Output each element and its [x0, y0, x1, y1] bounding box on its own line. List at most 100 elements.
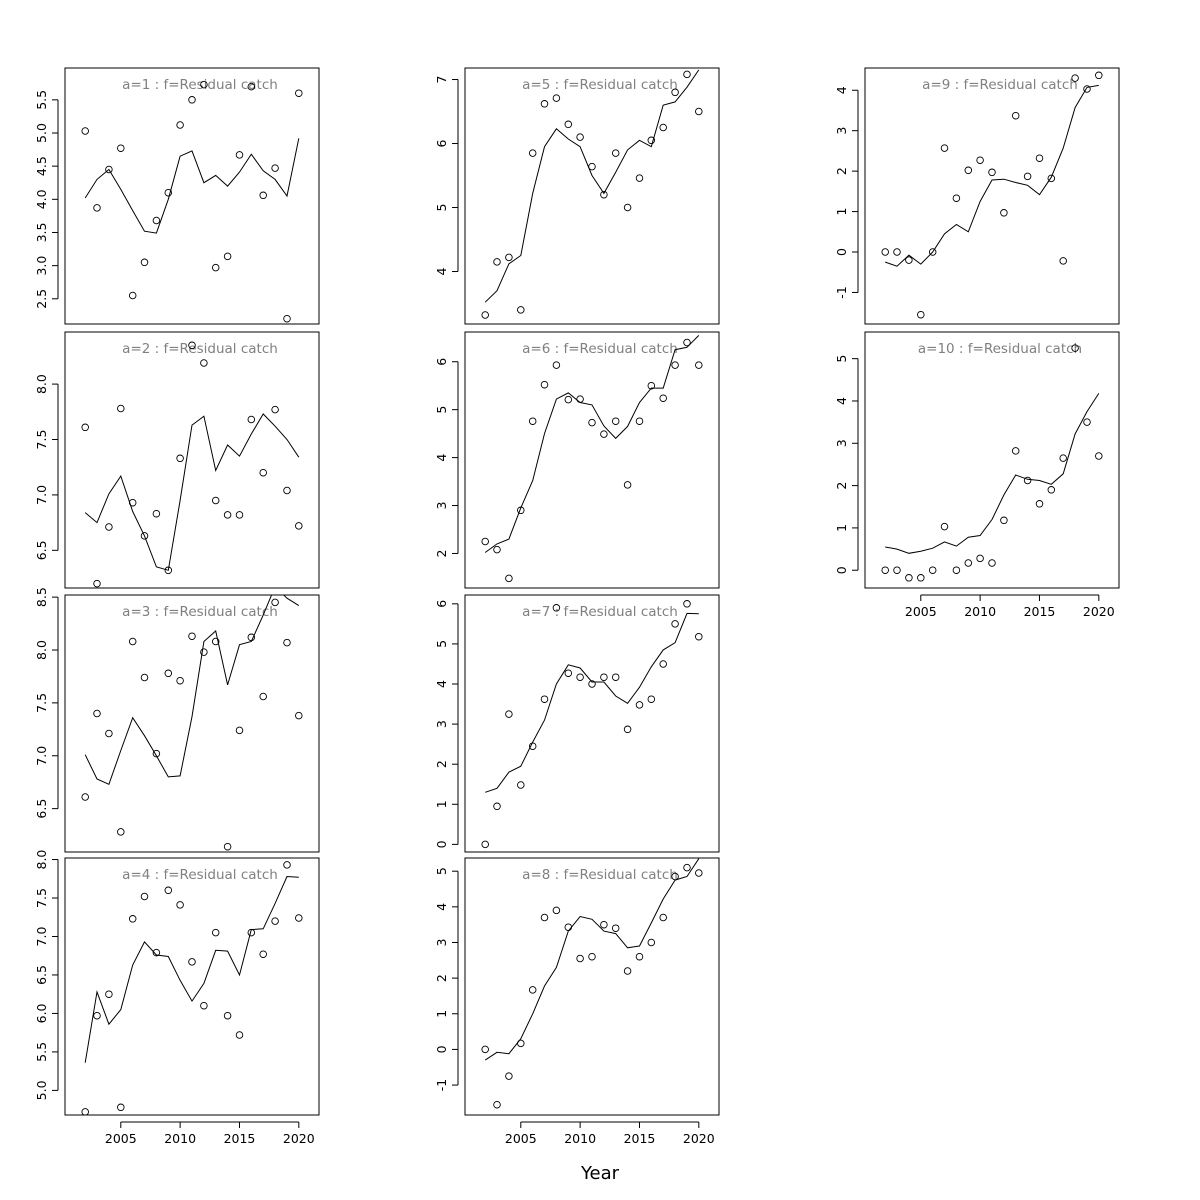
observed-point — [152, 509, 161, 518]
y-tick-label: 8.0 — [34, 640, 49, 660]
panel-a6: a=6 : f=Residual catch 2 3 4 5 6 — [434, 331, 720, 589]
panel-data — [81, 341, 303, 588]
y-tick-label: 7.5 — [34, 430, 49, 450]
observed-point — [481, 840, 489, 849]
panel-title: a=3 : f=Residual catch — [122, 604, 278, 620]
x-tick-label: 2010 — [964, 604, 996, 619]
fitted-series-line — [484, 858, 700, 1061]
observed-point — [635, 174, 644, 182]
y-tick-label: 5 — [834, 355, 849, 363]
observed-point — [493, 802, 501, 811]
observed-point — [881, 248, 889, 256]
observed-point — [1035, 500, 1044, 508]
observed-point — [200, 359, 208, 367]
observed-point — [611, 417, 620, 425]
observed-point — [647, 136, 656, 145]
observed-point — [1083, 85, 1091, 93]
y-tick-label: 3 — [434, 939, 449, 947]
observed-point — [505, 574, 513, 583]
observed-point — [623, 725, 632, 734]
observed-point — [1011, 111, 1020, 120]
observed-point — [600, 673, 608, 681]
observed-point — [93, 579, 101, 588]
fitted-series-line — [84, 413, 300, 571]
observed-point — [976, 156, 984, 164]
y-tick-label: 6 — [434, 358, 449, 366]
panel-a9: a=9 : f=Residual catch -1 0 1 2 3 4 — [834, 67, 1120, 325]
observed-point — [176, 901, 184, 909]
observed-point — [271, 164, 279, 172]
observed-point — [528, 986, 537, 994]
observed-point — [611, 149, 620, 157]
observed-point — [200, 648, 208, 656]
observed-point — [552, 604, 561, 612]
x-tick-label: 2005 — [505, 1131, 537, 1146]
y-tick-label: 4.5 — [34, 156, 49, 176]
fitted-series-line — [84, 875, 299, 1063]
observed-point — [188, 958, 196, 966]
observed-point — [600, 190, 608, 199]
y-tick-label: 6 — [434, 600, 449, 608]
observed-point — [988, 559, 996, 567]
y-tick-label: 6.5 — [34, 799, 49, 819]
observed-point — [964, 559, 973, 567]
observed-point — [588, 680, 596, 688]
observed-point — [1059, 454, 1067, 462]
observed-point — [671, 88, 679, 97]
panel-frame — [64, 331, 320, 589]
observed-point — [283, 486, 291, 495]
y-tick-label: 6.5 — [34, 540, 49, 560]
panel-frame — [464, 594, 720, 853]
observed-point — [528, 149, 537, 157]
observed-point — [105, 165, 113, 174]
observed-point — [647, 938, 656, 947]
observed-point — [259, 692, 267, 701]
panel-frame — [464, 331, 720, 589]
observed-point — [223, 511, 232, 519]
observed-point — [881, 566, 889, 574]
panel-title: a=1 : f=Residual catch — [122, 77, 278, 93]
observed-point — [659, 913, 667, 922]
observed-point — [128, 637, 137, 646]
observed-point — [259, 191, 267, 200]
observed-point — [952, 194, 961, 202]
observed-point — [81, 423, 89, 432]
observed-point — [93, 1011, 101, 1020]
y-tick-label: 0 — [834, 248, 849, 256]
y-tick-label: 3 — [834, 439, 849, 447]
observed-point — [128, 915, 137, 923]
x-tick-label: 2010 — [564, 1131, 596, 1146]
panel-frame — [464, 67, 720, 325]
y-tick-label: 1 — [834, 524, 849, 532]
y-tick-label: 6 — [434, 139, 449, 147]
observed-point — [588, 162, 596, 171]
observed-point — [295, 522, 303, 530]
panel-title: a=8 : f=Residual catch — [522, 867, 678, 883]
panels-layer: a=1 : f=Residual catch 2.5 3.0 3.5 4.0 4.5 5.0… — [34, 67, 1120, 1146]
observed-point — [564, 120, 573, 129]
observed-point — [176, 121, 184, 129]
fitted-series-line — [84, 595, 300, 785]
observed-point — [247, 928, 256, 937]
observed-point — [176, 454, 184, 463]
observed-point — [247, 82, 256, 91]
panel-a3: a=3 : f=Residual catch 6.5 7.0 7.5 8.0 8.5 — [34, 587, 320, 853]
observed-point — [235, 511, 244, 519]
x-tick-label: 2015 — [224, 1131, 256, 1146]
observed-point — [635, 952, 644, 961]
x-tick-label: 2010 — [164, 1131, 196, 1146]
x-tick-label: 2020 — [683, 1131, 715, 1146]
y-tick-label: 4 — [834, 86, 849, 94]
observed-point — [988, 168, 996, 177]
panel-a1: a=1 : f=Residual catch 2.5 3.0 3.5 4.0 4.5 5.0… — [34, 67, 320, 325]
y-tick-label: 2 — [834, 482, 849, 490]
y-tick-label: 5 — [434, 867, 449, 875]
observed-point — [600, 430, 608, 438]
panel-a10: a=10 : f=Residual catch 0 1 2 3 4 5 2005 2010 201… — [834, 331, 1120, 619]
observed-point — [235, 151, 244, 159]
observed-point — [259, 468, 267, 477]
panel-title: a=7 : f=Residual catch — [522, 604, 678, 620]
observed-point — [235, 726, 244, 735]
fitted-series-line — [484, 335, 700, 553]
